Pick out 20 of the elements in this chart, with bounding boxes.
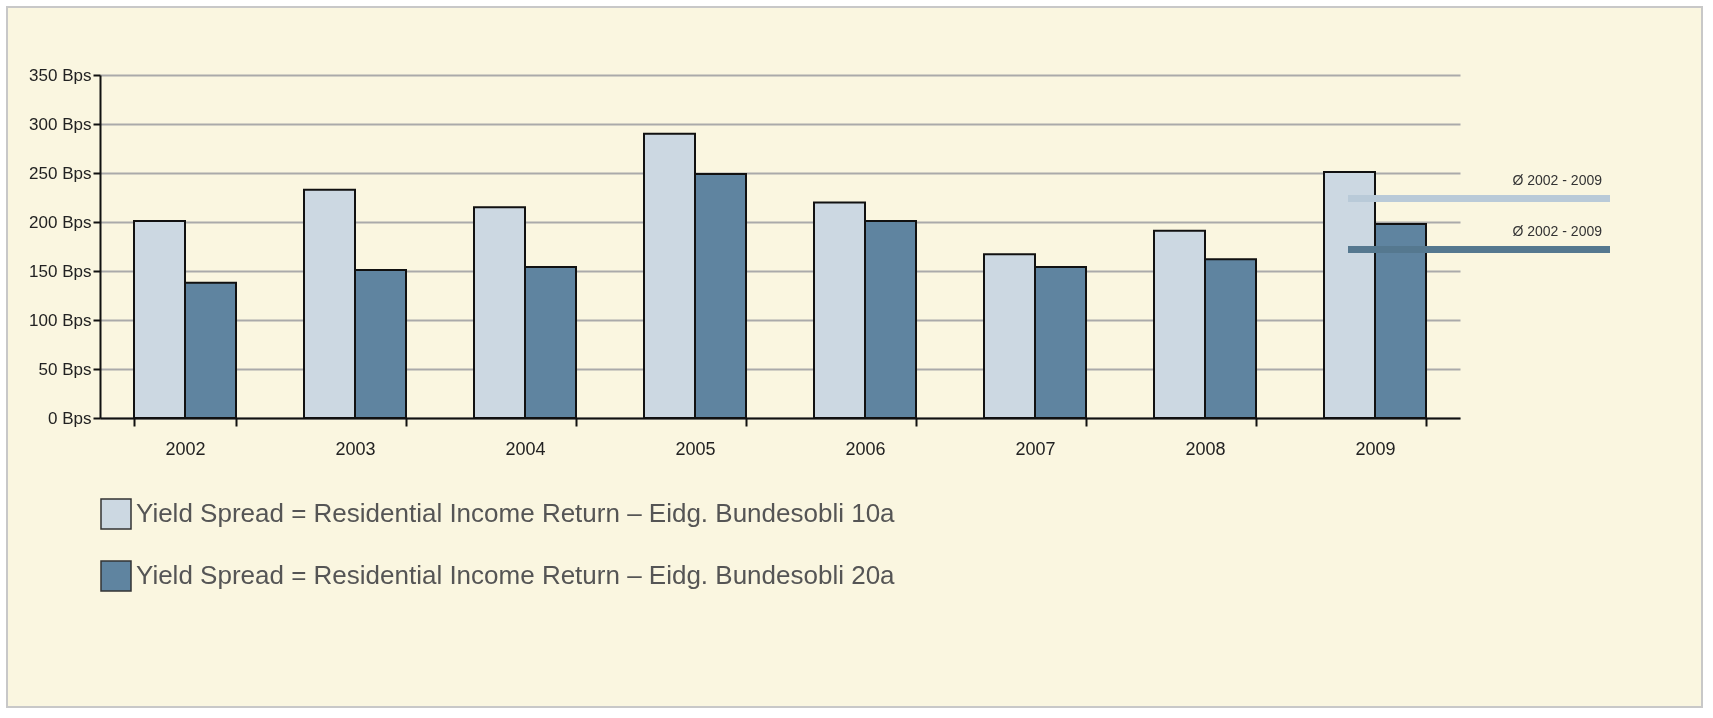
y-tick-label: 250 Bps (29, 163, 92, 183)
x-tick-label: 2003 (335, 438, 376, 459)
x-tick-label: 2007 (1015, 438, 1056, 459)
legend-label: Yield Spread = Residential Income Return – Eidg. Bundesobli 10a (136, 498, 896, 528)
x-tick-label: 2004 (505, 438, 546, 459)
x-tick-label: 2008 (1185, 438, 1226, 459)
y-tick-label: 100 Bps (29, 310, 92, 330)
x-tick-label: 2009 (1355, 438, 1396, 459)
y-tick-label: 50 Bps (38, 359, 92, 379)
x-tick-label: 2005 (675, 438, 716, 459)
y-tick-label: 350 Bps (29, 65, 92, 85)
legend-label: Yield Spread = Residential Income Return – Eidg. Bundesobli 20a (136, 560, 896, 590)
y-tick-label: 150 Bps (29, 261, 92, 281)
y-tick-label: 300 Bps (29, 114, 92, 134)
x-tick-label: 2002 (165, 438, 206, 459)
ref-line-label: Ø 2002 - 2009 (1512, 223, 1603, 240)
y-tick-label: 0 Bps (48, 408, 92, 428)
ref-line-label: Ø 2002 - 2009 (1512, 172, 1603, 189)
y-tick-label: 200 Bps (29, 212, 92, 232)
x-tick-label: 2006 (845, 438, 886, 459)
